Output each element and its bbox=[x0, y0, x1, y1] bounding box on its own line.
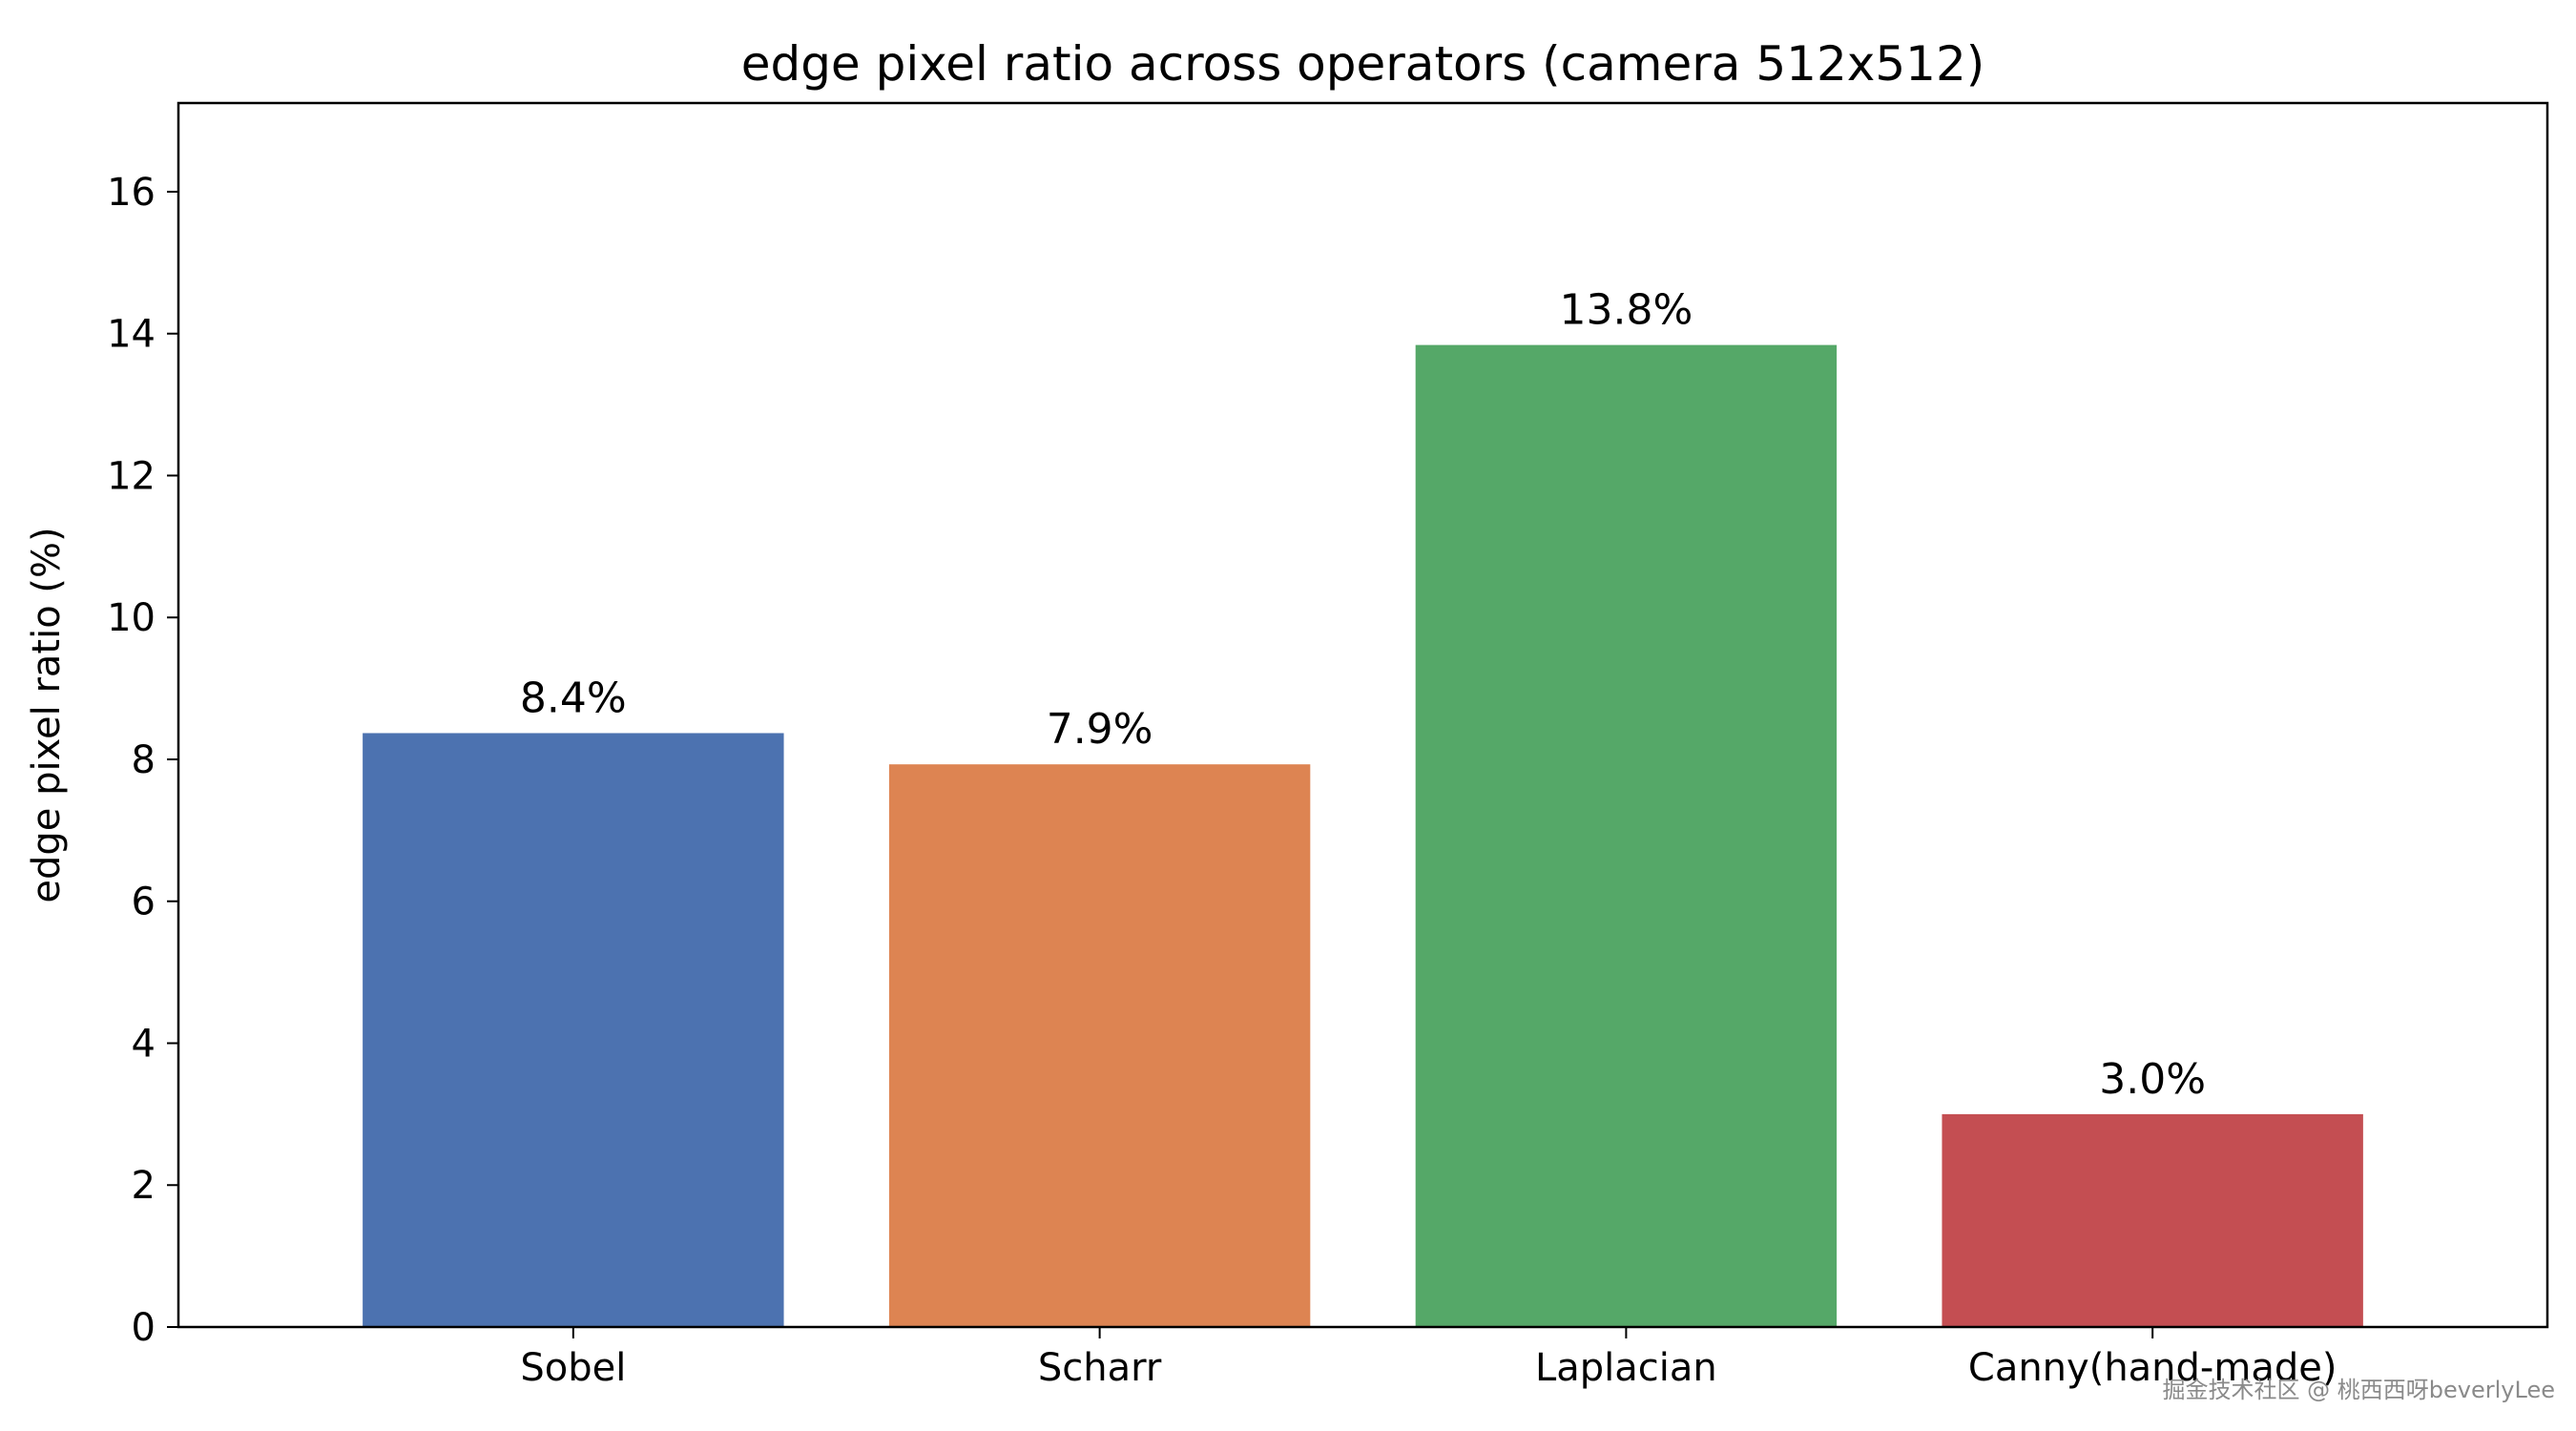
bars-layer bbox=[363, 344, 2363, 1327]
x-tick-label: Canny(hand-made) bbox=[1968, 1346, 2337, 1390]
data-label: 3.0% bbox=[2099, 1055, 2206, 1104]
data-labels-layer: 8.4% 7.9% 13.8% 3.0% bbox=[520, 286, 2206, 1104]
y-tick-label: 4 bbox=[132, 1022, 156, 1066]
x-tick-label: Scharr bbox=[1038, 1346, 1162, 1390]
y-tick-label: 14 bbox=[107, 313, 156, 357]
bar-sobel bbox=[363, 733, 784, 1327]
data-label: 8.4% bbox=[520, 674, 627, 722]
bar-laplacian bbox=[1415, 344, 1838, 1327]
plot-frame bbox=[177, 101, 2549, 1329]
ticks-layer: 0 2 4 6 8 10 12 14 16 Sobel Scharr Laplacian Canny(h… bbox=[107, 171, 2337, 1390]
x-tick-label: Laplacian bbox=[1535, 1346, 1717, 1390]
data-label: 13.8% bbox=[1559, 286, 1693, 335]
watermark: 掘金技术社区 @ 桃西西呀beverlyLee bbox=[2163, 1377, 2555, 1403]
y-tick-label: 8 bbox=[132, 738, 156, 782]
x-tick-label: Sobel bbox=[520, 1346, 626, 1390]
y-tick-label: 6 bbox=[132, 881, 156, 924]
y-tick-label: 12 bbox=[107, 454, 156, 498]
y-tick-label: 10 bbox=[107, 596, 156, 640]
bar-canny-hand-made bbox=[1942, 1113, 2363, 1327]
data-label: 7.9% bbox=[1047, 705, 1153, 754]
bar-scharr bbox=[888, 764, 1311, 1327]
y-tick-label: 2 bbox=[132, 1164, 156, 1208]
chart-title: edge pixel ratio across operators (camer… bbox=[741, 36, 1985, 92]
y-tick-label: 0 bbox=[132, 1306, 156, 1350]
y-axis-label: edge pixel ratio (%) bbox=[25, 527, 69, 902]
y-tick-label: 16 bbox=[107, 171, 156, 215]
